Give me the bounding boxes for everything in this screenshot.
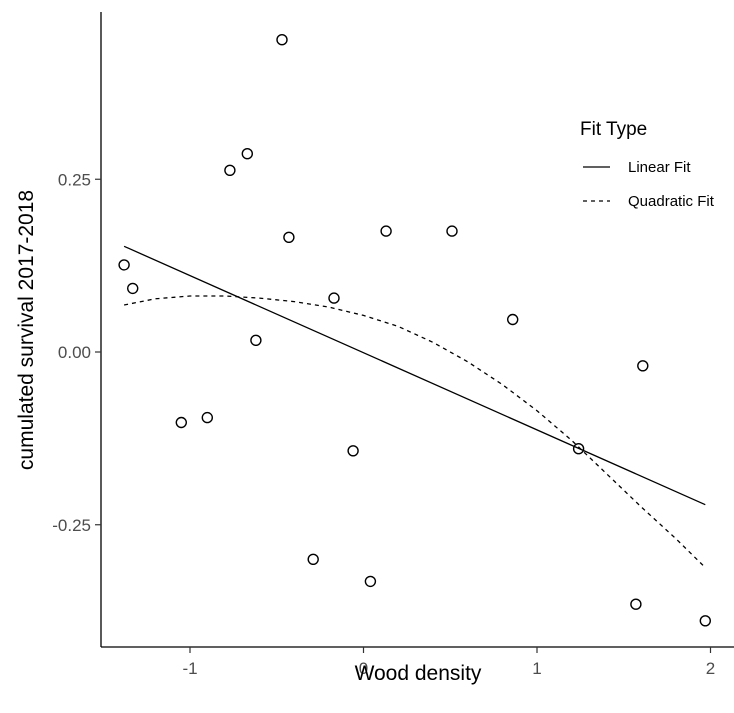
- data-point: [224, 164, 236, 177]
- y-axis-title: cumulated survival 2017-2018: [15, 190, 38, 470]
- data-point: [283, 231, 295, 244]
- data-point: [347, 445, 359, 457]
- x-tick-label: 1: [532, 659, 541, 678]
- quadratic-fit-line: [123, 295, 706, 569]
- data-point: [572, 443, 585, 455]
- data-point: [446, 225, 458, 237]
- data-point: [276, 34, 288, 46]
- legend-label-linear: Linear Fit: [628, 159, 691, 176]
- y-tick-label: -0.25: [52, 516, 91, 535]
- y-tick-label: 0.00: [58, 343, 91, 362]
- data-point: [699, 615, 711, 627]
- data-point: [507, 313, 519, 326]
- linear-fit-line: [123, 245, 706, 506]
- data-point: [175, 416, 188, 429]
- legend-title: Fit Type: [580, 119, 647, 140]
- data-point: [307, 553, 319, 565]
- data-point: [630, 598, 642, 610]
- data-point: [380, 225, 392, 237]
- x-axis-ticks: -1 0 1 2: [182, 647, 715, 678]
- data-point: [250, 334, 262, 346]
- legend-label-quadratic: Quadratic Fit: [628, 193, 715, 210]
- x-tick-label: 0: [359, 659, 368, 678]
- x-axis-title: Wood density: [355, 662, 482, 685]
- y-tick-label: 0.25: [58, 170, 91, 189]
- data-point: [241, 147, 254, 160]
- x-tick-label: -1: [182, 659, 197, 678]
- y-axis-ticks: -0.25 0.00 0.25: [52, 170, 101, 535]
- x-tick-label: 2: [706, 659, 715, 678]
- data-point: [328, 292, 340, 304]
- data-point: [126, 282, 139, 295]
- plot-area: [118, 34, 711, 627]
- data-point: [118, 259, 130, 271]
- legend: Fit Type Linear Fit Quadratic Fit: [580, 119, 715, 210]
- data-point: [201, 411, 214, 424]
- data-point: [637, 360, 649, 372]
- data-point: [364, 575, 377, 588]
